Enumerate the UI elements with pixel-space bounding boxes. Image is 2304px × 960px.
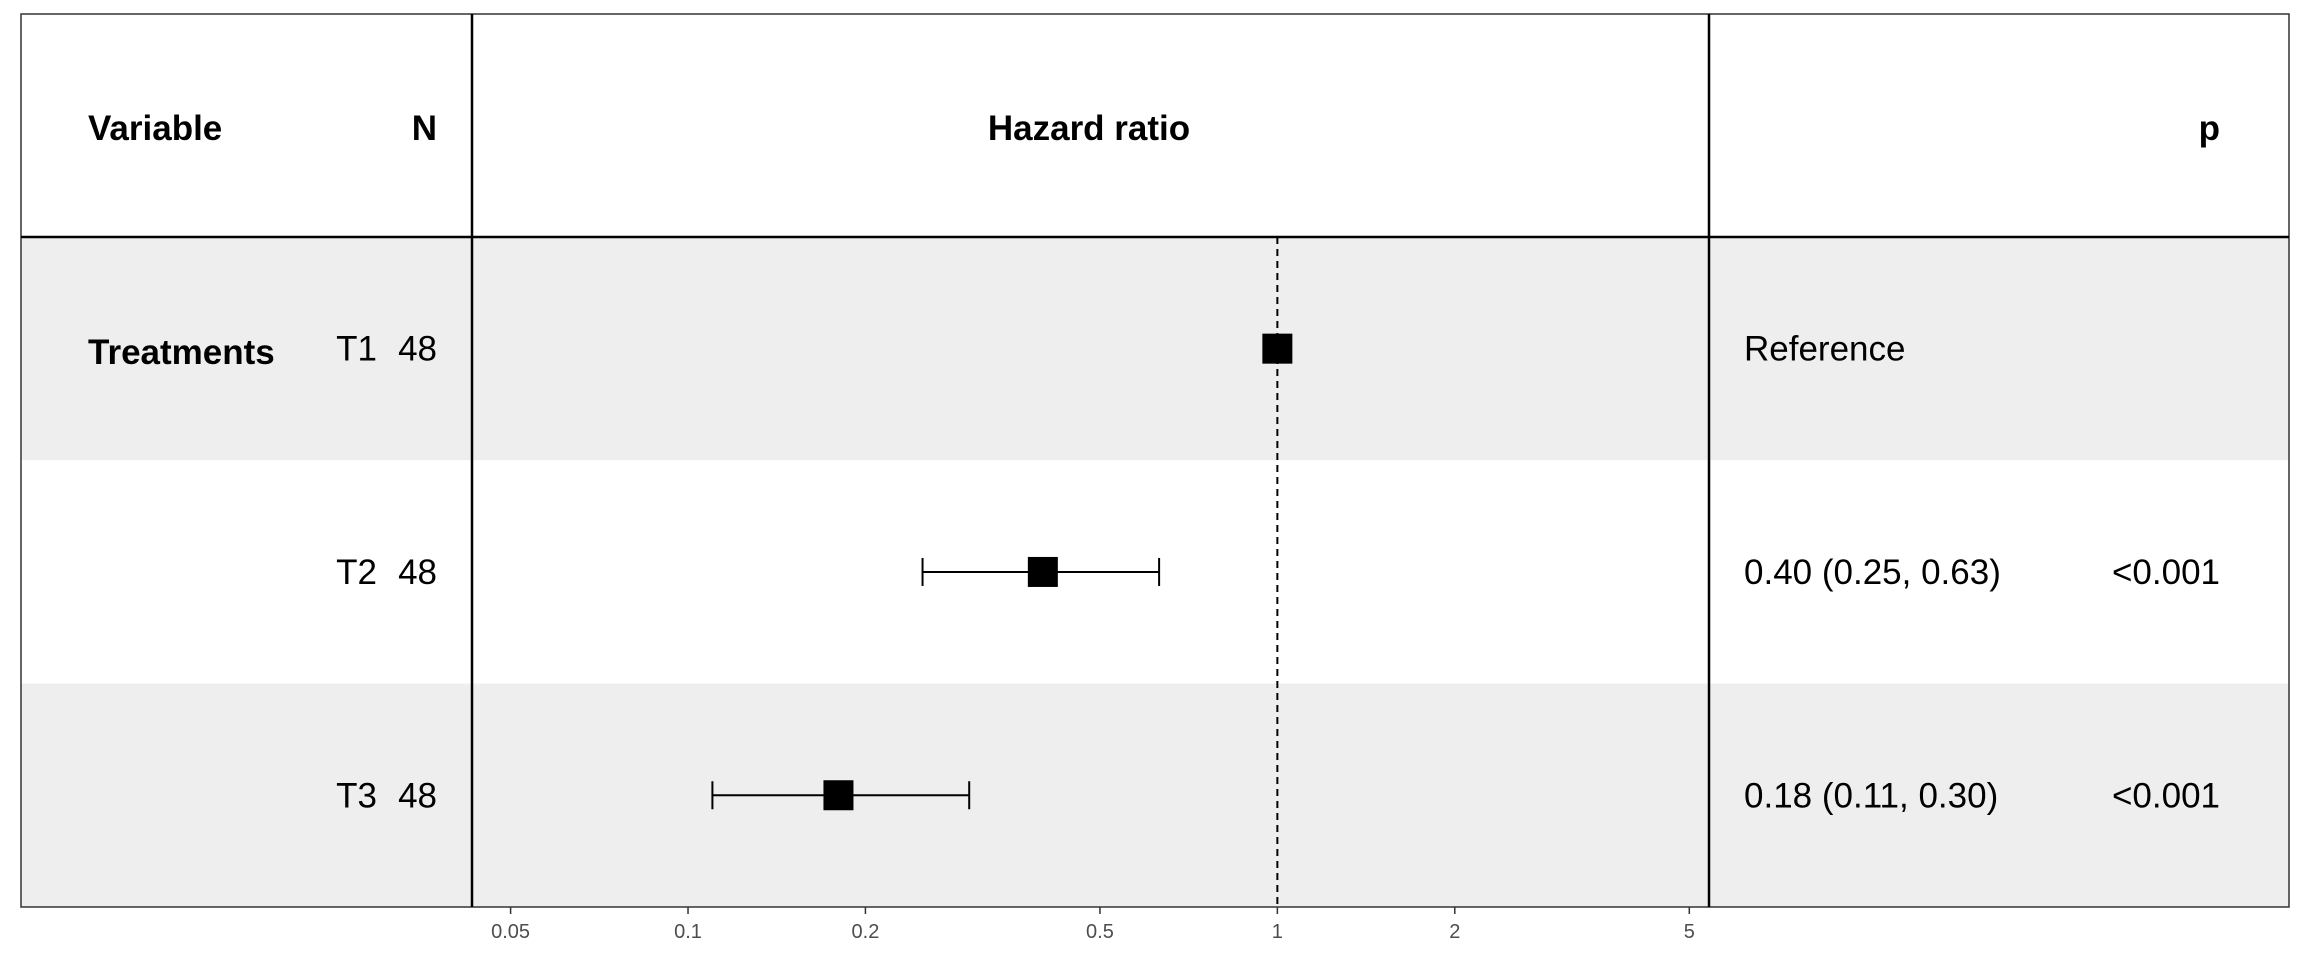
row-estimate-text: Reference <box>1744 330 1905 369</box>
outer-border <box>20 13 2290 908</box>
row-n-value: 48 <box>398 776 437 815</box>
table-borders <box>20 13 2290 908</box>
row-p-value: <0.001 <box>2112 553 2220 592</box>
header-n: N <box>412 109 437 148</box>
x-tick-label: 1 <box>1272 921 1283 943</box>
row-level-label: T2 <box>336 553 377 592</box>
header-row: Variable N Hazard ratio p <box>88 109 2220 148</box>
row-n-value: 48 <box>398 330 437 369</box>
x-tick-label: 0.5 <box>1086 921 1114 943</box>
x-tick-label: 2 <box>1449 921 1460 943</box>
row-estimate-text: 0.18 (0.11, 0.30) <box>1744 776 1998 815</box>
header-variable: Variable <box>88 109 222 148</box>
row-band <box>21 683 2289 907</box>
row-level-label: T1 <box>336 330 377 369</box>
x-tick-label: 0.2 <box>852 921 880 943</box>
row-band <box>21 237 2289 461</box>
group-label-treatments: Treatments <box>88 333 275 372</box>
hr-point <box>1262 333 1293 364</box>
row-text: T1 48 Reference T2 48 0.40 (0.25, 0.63) <0.001… <box>336 330 2220 816</box>
row-n-value: 48 <box>398 553 437 592</box>
header-p: p <box>2199 109 2220 148</box>
x-tick-label: 5 <box>1684 921 1695 943</box>
row-estimate-text: 0.40 (0.25, 0.63) <box>1744 553 2001 592</box>
x-axis: 0.05 0.1 0.2 0.5 1 2 5 <box>491 907 1695 943</box>
row-level-label: T3 <box>336 776 377 815</box>
hr-point <box>1027 556 1058 587</box>
plot-marks <box>711 237 1293 907</box>
hr-point <box>823 780 854 811</box>
row-p-value: <0.001 <box>2112 776 2220 815</box>
x-tick-label: 0.05 <box>491 921 530 943</box>
x-tick-label: 0.1 <box>674 921 702 943</box>
header-hazard-ratio: Hazard ratio <box>988 109 1190 148</box>
